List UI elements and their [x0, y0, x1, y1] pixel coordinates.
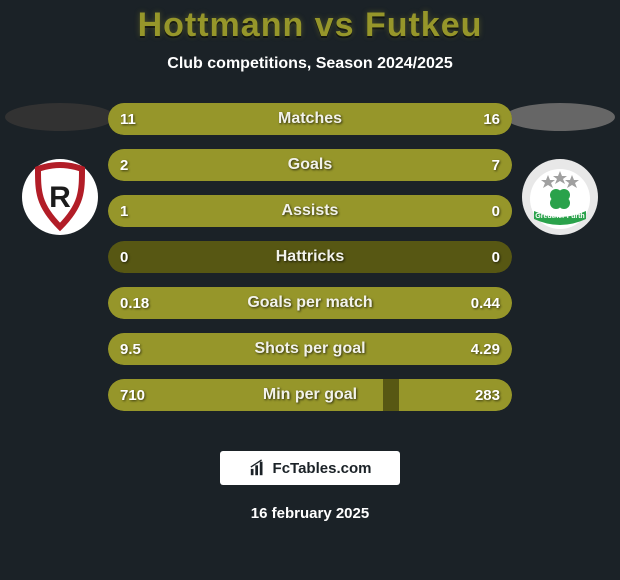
- stat-row: 0.180.44Goals per match: [108, 287, 512, 319]
- footer-logo: FcTables.com: [220, 451, 400, 485]
- page-subtitle: Club competitions, Season 2024/2025: [0, 55, 620, 73]
- stat-value-left: 2: [108, 149, 140, 181]
- stat-value-right: 283: [463, 379, 512, 411]
- stat-row: 27Goals: [108, 149, 512, 181]
- right-ellipse: [505, 103, 615, 131]
- stat-value-left: 0: [108, 241, 140, 273]
- date-text: 16 february 2025: [0, 505, 620, 522]
- stat-track: [108, 241, 512, 273]
- stat-row: 9.54.29Shots per goal: [108, 333, 512, 365]
- shield-icon: R: [20, 157, 100, 237]
- stat-value-left: 1: [108, 195, 140, 227]
- stat-value-right: 0.44: [459, 287, 512, 319]
- svg-text:Greuther Fürth: Greuther Fürth: [535, 213, 584, 220]
- stat-value-left: 0.18: [108, 287, 161, 319]
- right-player-side: Greuther Fürth: [500, 103, 620, 237]
- content: Hottmann vs Futkeu Club competitions, Se…: [0, 0, 620, 580]
- stat-fill-right: [197, 149, 512, 181]
- stat-value-left: 710: [108, 379, 157, 411]
- stat-value-right: 0: [480, 195, 512, 227]
- left-player-side: R: [0, 103, 120, 237]
- svg-text:R: R: [49, 181, 71, 214]
- clover-icon: Greuther Fürth: [520, 157, 600, 237]
- stat-value-right: 7: [480, 149, 512, 181]
- page-title: Hottmann vs Futkeu: [0, 0, 620, 45]
- footer-text: FcTables.com: [273, 460, 372, 477]
- stat-value-right: 4.29: [459, 333, 512, 365]
- stat-value-right: 0: [480, 241, 512, 273]
- stat-value-left: 9.5: [108, 333, 153, 365]
- left-team-badge: R: [20, 157, 100, 237]
- left-ellipse: [5, 103, 115, 131]
- stat-row: 1116Matches: [108, 103, 512, 135]
- stat-value-left: 11: [108, 103, 148, 135]
- comparison-panel: R: [0, 103, 620, 423]
- right-team-badge: Greuther Fürth: [520, 157, 600, 237]
- stat-rows: 1116Matches27Goals10Assists00Hattricks0.…: [108, 103, 512, 411]
- stat-row: 00Hattricks: [108, 241, 512, 273]
- chart-icon: [249, 459, 267, 477]
- stat-value-right: 16: [471, 103, 512, 135]
- stat-fill-left: [108, 195, 512, 227]
- stat-row: 10Assists: [108, 195, 512, 227]
- stat-row: 710283Min per goal: [108, 379, 512, 411]
